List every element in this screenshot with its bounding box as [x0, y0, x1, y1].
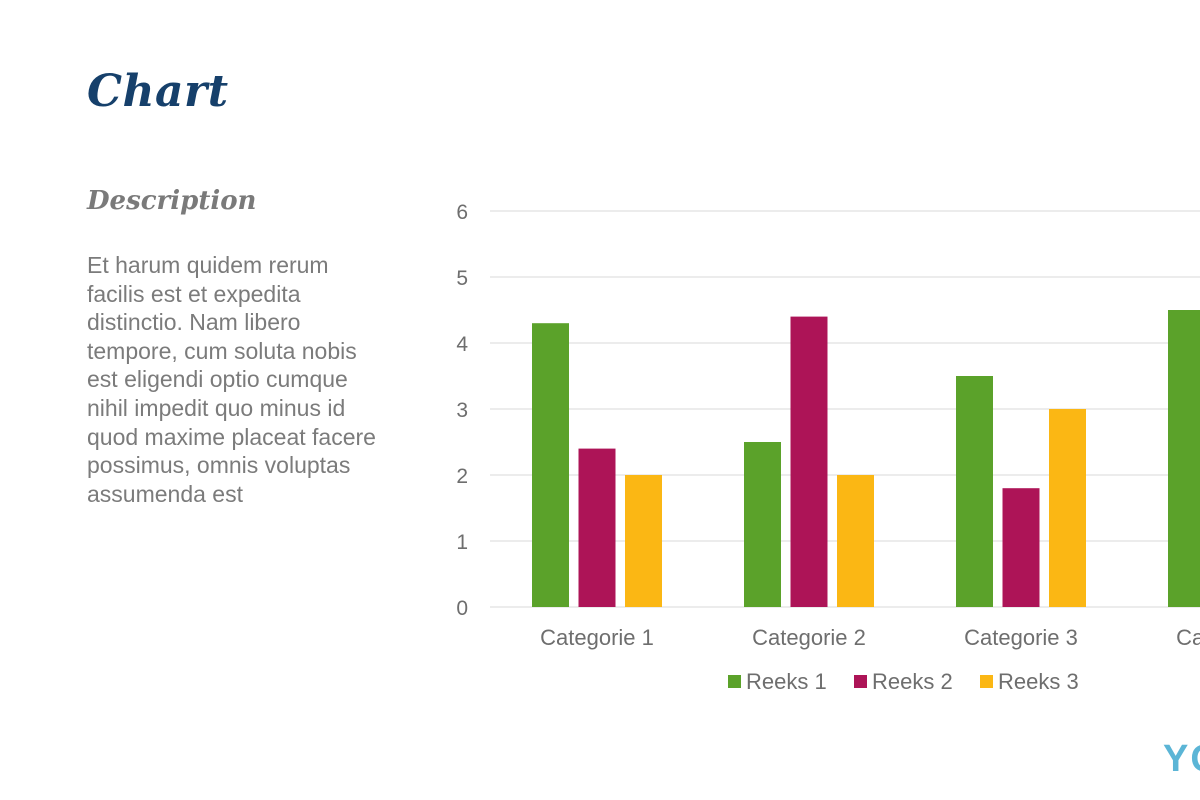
bar-1-3	[956, 376, 993, 607]
legend-swatch	[854, 675, 867, 688]
bar-2-2	[790, 316, 828, 607]
description-line: distinctio. Nam libero	[87, 309, 301, 336]
description-line: tempore, cum soluta nobis	[87, 337, 357, 364]
legend-label: Reeks 3	[998, 669, 1079, 694]
legend-label: Reeks 2	[872, 669, 953, 694]
bar-1-4	[1168, 310, 1200, 607]
y-tick-label: 2	[456, 465, 468, 488]
bar-2-3	[1002, 488, 1040, 607]
bar-1-1	[532, 323, 569, 607]
y-tick-label: 3	[456, 399, 468, 422]
brand-logo-text: YO	[1163, 738, 1200, 780]
bar-3-2	[837, 475, 874, 607]
bar-2-1	[578, 448, 616, 607]
y-tick-label: 5	[456, 267, 468, 290]
description-line: nihil impedit quo minus id	[87, 394, 346, 421]
slide-subtitle: Description	[87, 186, 257, 216]
slide-title: Chart	[87, 66, 229, 117]
bar-3-3	[1049, 409, 1086, 607]
x-tick-label: Categorie 4	[1176, 625, 1200, 650]
description-line: est eligendi optio cumque	[87, 366, 348, 393]
x-tick-label: Categorie 1	[540, 625, 654, 650]
y-tick-label: 0	[456, 597, 468, 620]
legend-swatch	[980, 675, 993, 688]
description-line: Et harum quidem rerum	[87, 252, 329, 278]
legend-swatch	[728, 675, 741, 688]
description-text: Et harum quidem rerum facilis est et exp…	[87, 251, 417, 508]
x-tick-label: Categorie 3	[964, 625, 1078, 650]
description-line: possimus, omnis voluptas	[87, 452, 351, 479]
y-tick-label: 4	[456, 333, 468, 356]
y-tick-label: 6	[456, 201, 468, 224]
description-line: assumenda est	[87, 480, 243, 507]
legend-label: Reeks 1	[746, 669, 827, 694]
bar-1-2	[744, 442, 781, 607]
description-line: facilis est et expedita	[87, 280, 301, 307]
x-tick-label: Categorie 2	[752, 625, 866, 650]
description-line: quod maxime placeat facere	[87, 423, 376, 450]
y-tick-label: 1	[456, 531, 468, 554]
bar-3-1	[625, 475, 662, 607]
